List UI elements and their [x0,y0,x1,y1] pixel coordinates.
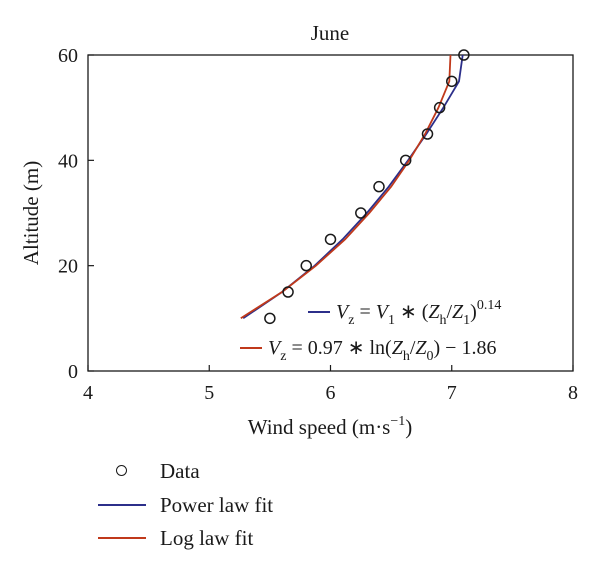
equation-part: = [354,301,375,323]
legend-line-log-law [98,537,146,539]
series-layer [240,49,470,325]
x-axis-label-sup: −1 [390,414,405,429]
equation-part: Z [415,337,427,359]
data-point [282,286,294,298]
y-tick-label: 60 [58,45,78,67]
legend-item-log-law: Log law fit [98,523,253,553]
equation-part: Z [452,301,464,323]
equation-part: / [410,337,416,359]
power-law-annotation: Vz = V1 ∗ (Zh/Z1)0.14 [308,298,501,328]
equation-part: z [280,349,286,364]
open-circle-marker-icon [98,456,146,486]
equation-part: V [268,337,283,359]
legend-label-data: Data [160,458,200,483]
equation-part: 1 [388,313,395,328]
x-tick-label: 5 [204,382,214,404]
data-point [433,101,446,114]
equation-part: 0.14 [477,298,502,313]
x-axis-ticks: 4 5 6 7 8 [83,365,578,404]
data-point [264,312,276,325]
log-law-annotation: Vz = 0.97 ∗ ln(Zh/Z0) − 1.86 [240,337,496,364]
chart-title: June [311,21,350,45]
equation-part: ) [470,301,477,323]
data-point [373,180,385,193]
data-point [300,259,312,272]
x-axis-label: Wind speed (m·s−1) [248,414,413,439]
data-point [324,233,337,246]
x-axis-label-tail: ) [405,415,412,439]
equation-part: V [376,301,391,323]
data-point [355,207,367,219]
legend-label-power-law: Power law fit [160,492,274,517]
x-tick-label: 8 [568,382,578,404]
equation-part: Z [428,301,440,323]
legend-marker-data [116,465,127,476]
line-swatch-icon [98,490,146,520]
equation-part: z [348,313,354,328]
data-point [458,49,470,61]
equation-part: = 0.97 ∗ ln( [286,337,392,359]
power-law-equation: Vz = V1 ∗ (Zh/Z1)0.14 [336,298,501,328]
y-axis-ticks: 0 20 40 60 [58,45,94,383]
equation-part: 0 [427,349,434,364]
line-swatch-icon [98,523,146,553]
legend-label-log-law: Log law fit [160,525,254,550]
data-point [421,128,434,140]
y-tick-label: 0 [68,361,78,383]
x-tick-label: 4 [83,382,93,404]
y-axis-label: Altitude (m) [19,161,43,265]
data-point [399,154,412,167]
log-law-equation: Vz = 0.97 ∗ ln(Zh/Z0) − 1.86 [268,337,496,364]
data-point [446,75,458,88]
x-tick-label: 6 [326,382,336,404]
legend-item-data: Data [98,456,200,486]
legend-line-power-law [98,504,146,506]
y-tick-label: 40 [58,150,78,172]
equation-part: Z [392,337,404,359]
x-tick-label: 7 [447,382,457,404]
y-tick-label: 20 [58,256,78,278]
equation-part: h [403,349,410,364]
equation-part: 1 [463,313,470,328]
series-line-power-law-fit [242,54,464,320]
x-axis-label-main: Wind speed (m·s [248,415,391,439]
plot-frame [87,54,574,372]
equation-part: / [446,301,452,323]
equation-part: ∗ ( [395,301,429,323]
legend-item-power-law: Power law fit [98,490,273,520]
series-line-log-law-fit [240,54,452,320]
equation-part: V [336,301,351,323]
equation-part: ) − 1.86 [434,337,497,359]
equation-part: h [439,313,446,328]
